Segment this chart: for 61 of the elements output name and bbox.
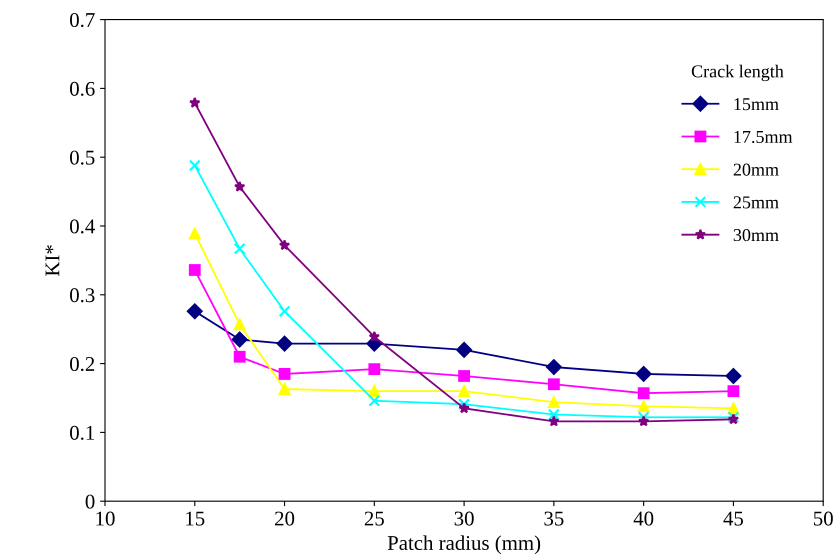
- y-tick-label: 0.3: [70, 288, 94, 302]
- y-tick-label: 0.5: [70, 150, 94, 165]
- point: [548, 415, 560, 426]
- y-tick-label: 0.2: [70, 356, 94, 372]
- legend-label: 30mm: [734, 228, 779, 242]
- x-tick-label: 30: [454, 512, 474, 526]
- y-tick-label: 0: [86, 494, 94, 509]
- x-tick-label: 40: [634, 512, 654, 526]
- point: [278, 383, 290, 395]
- point: [188, 228, 201, 240]
- y-tick-label: 0.4: [70, 219, 95, 234]
- point: [546, 359, 562, 375]
- legend-label: 25mm: [734, 196, 779, 208]
- point: [458, 402, 470, 414]
- x-axis-title: Patch radius (mm): [388, 535, 540, 554]
- point: [368, 385, 380, 398]
- point: [638, 400, 650, 412]
- point: [458, 385, 470, 398]
- legend-label: 15mm: [734, 98, 779, 110]
- point: [278, 305, 290, 318]
- point: [368, 394, 380, 407]
- point: [726, 368, 742, 384]
- x-tick-label: 25: [364, 512, 384, 526]
- point: [728, 385, 740, 398]
- point: [368, 363, 380, 376]
- y-axis-title: KI*: [46, 245, 60, 276]
- x-tick-label: 20: [275, 512, 294, 526]
- legend-title: Crack length: [692, 64, 784, 82]
- point: [188, 264, 201, 276]
- point: [234, 180, 246, 192]
- legend-label: 17.5mm: [734, 130, 792, 144]
- point: [186, 303, 203, 320]
- point: [456, 342, 472, 358]
- point: [234, 242, 246, 255]
- point: [232, 332, 248, 348]
- y-tick-label: 0.6: [70, 82, 95, 96]
- point: [276, 336, 292, 352]
- x-tick-label: 50: [814, 512, 833, 526]
- point: [234, 350, 246, 363]
- point: [278, 239, 290, 250]
- point: [548, 408, 560, 420]
- x-tick-label: 15: [186, 512, 204, 526]
- legend-label: 20mm: [734, 164, 779, 176]
- point: [458, 370, 470, 382]
- y-tick-label: 0.7: [70, 12, 95, 28]
- point: [234, 318, 246, 330]
- point: [548, 396, 560, 408]
- x-tick-label: 10: [96, 512, 115, 526]
- point: [638, 411, 650, 424]
- point: [189, 96, 200, 108]
- point: [636, 366, 652, 382]
- point: [278, 368, 290, 380]
- x-tick-label: 45: [723, 512, 744, 526]
- y-tick-label: 0.1: [70, 426, 94, 440]
- point: [368, 330, 380, 342]
- point: [638, 387, 650, 400]
- point: [188, 160, 201, 172]
- point: [638, 415, 650, 426]
- point: [458, 398, 470, 410]
- x-tick-label: 35: [544, 512, 564, 526]
- point: [548, 378, 560, 390]
